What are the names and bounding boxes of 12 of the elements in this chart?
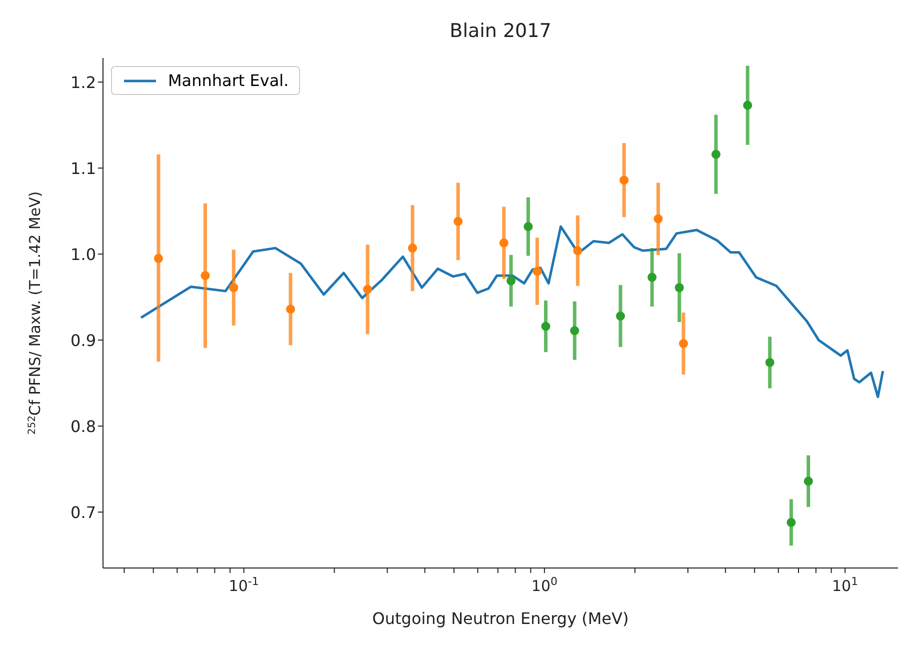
x-tick-label: 10$^{1}$ [832,574,858,595]
y-tick-label: 1.1 [70,158,96,178]
y-tick-label: 1.0 [70,244,96,264]
y-tick-label: 0.8 [70,416,96,436]
chart-title: Blain 2017 [448,20,552,42]
x-axis-title: Outgoing Neutron Energy (MeV) [372,609,629,628]
legend-label: Mannhart Eval. [168,71,289,90]
y-tick-label: 1.2 [70,72,96,92]
x-tick-label: 10$^{-1}$ [228,574,259,595]
y-tick-label: 0.9 [70,330,96,350]
y-tick-label: 0.7 [70,502,96,522]
x-tick-label: 10$^{0}$ [531,574,558,595]
